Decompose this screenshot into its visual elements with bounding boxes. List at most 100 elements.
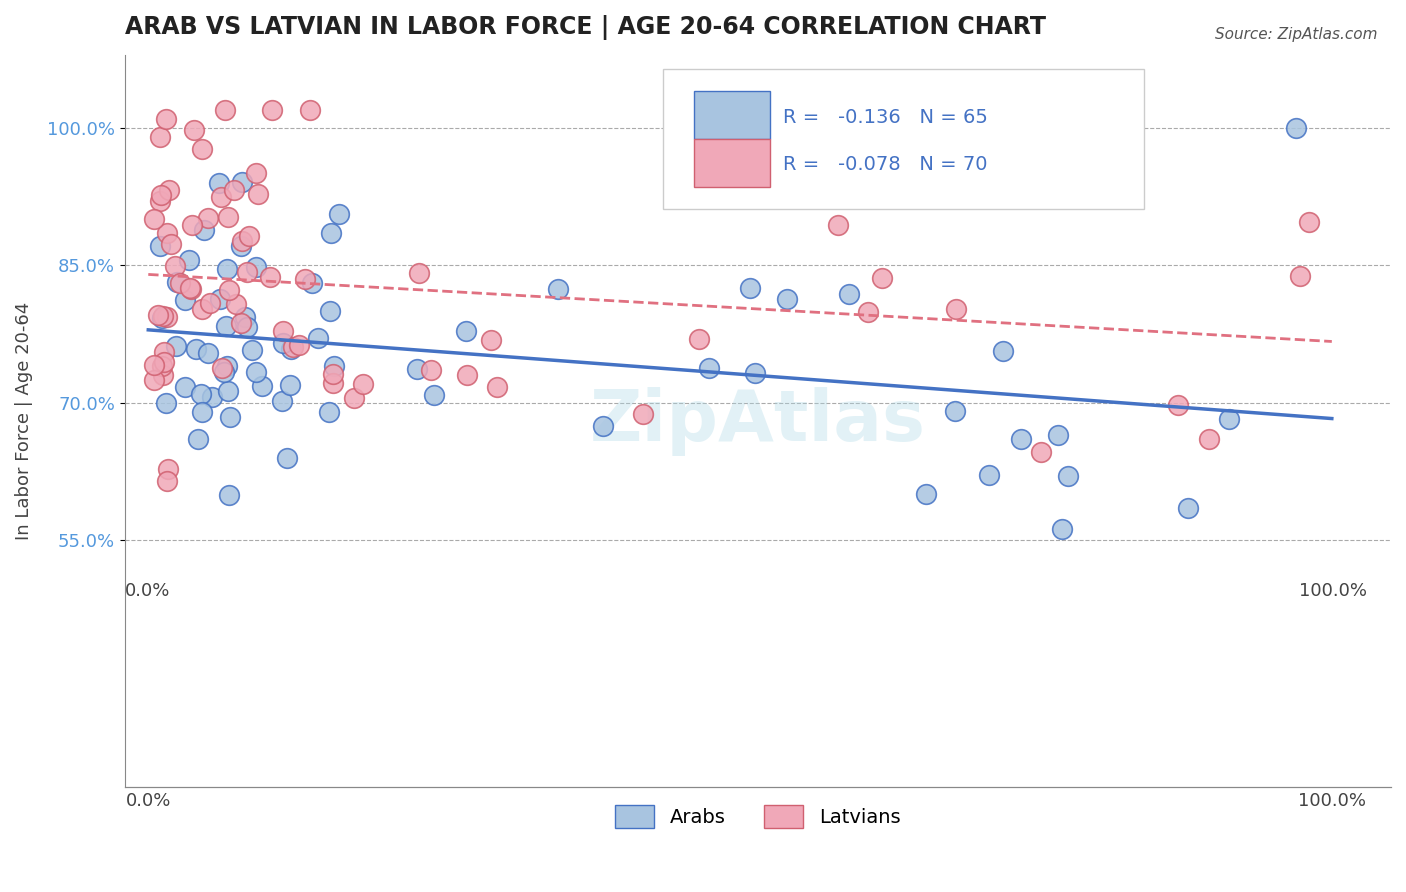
- Arabs: [1056, 469, 1078, 483]
- Latvians: [299, 103, 322, 117]
- Arabs: [250, 379, 273, 393]
- Arabs: [191, 405, 214, 419]
- Arabs: [219, 410, 242, 425]
- Arabs: [187, 432, 209, 446]
- Arabs: [915, 487, 938, 501]
- Arabs: [456, 324, 478, 338]
- Latvians: [197, 211, 219, 226]
- Latvians: [870, 270, 893, 285]
- Latvians: [191, 301, 214, 316]
- Latvians: [262, 103, 284, 117]
- Arabs: [1046, 428, 1069, 442]
- Arabs: [318, 405, 340, 419]
- Arabs: [740, 281, 762, 295]
- Latvians: [688, 332, 710, 346]
- Latvians: [152, 368, 174, 382]
- Latvians: [180, 219, 202, 233]
- Text: ZipAtlas: ZipAtlas: [589, 386, 925, 456]
- Latvians: [408, 266, 430, 280]
- Latvians: [238, 228, 260, 243]
- Text: ARAB VS LATVIAN IN LABOR FORCE | AGE 20-64 CORRELATION CHART: ARAB VS LATVIAN IN LABOR FORCE | AGE 20-…: [125, 15, 1046, 40]
- Arabs: [201, 391, 224, 405]
- Arabs: [245, 260, 267, 274]
- Latvians: [343, 392, 366, 406]
- Latvians: [1288, 269, 1310, 284]
- Arabs: [165, 338, 187, 352]
- Latvians: [456, 368, 478, 382]
- Text: 100.0%: 100.0%: [1299, 582, 1367, 600]
- Arabs: [166, 275, 188, 289]
- Latvians: [217, 211, 239, 225]
- Latvians: [479, 333, 502, 347]
- Latvians: [152, 344, 174, 359]
- Arabs: [776, 292, 799, 306]
- Arabs: [174, 293, 197, 307]
- Arabs: [406, 362, 429, 376]
- Latvians: [143, 212, 166, 227]
- Legend: Arabs, Latvians: Arabs, Latvians: [607, 797, 908, 836]
- Arabs: [179, 253, 201, 268]
- Latvians: [149, 130, 172, 145]
- Arabs: [209, 292, 232, 306]
- Arabs: [215, 319, 238, 334]
- Latvians: [235, 265, 257, 279]
- Arabs: [423, 388, 446, 402]
- Latvians: [156, 226, 179, 240]
- Latvians: [222, 184, 245, 198]
- Arabs: [149, 238, 172, 252]
- Arabs: [197, 346, 219, 360]
- Arabs: [214, 364, 236, 378]
- Latvians: [150, 359, 173, 373]
- FancyBboxPatch shape: [662, 70, 1144, 209]
- Latvians: [214, 103, 236, 117]
- Arabs: [280, 343, 302, 357]
- Arabs: [1177, 500, 1199, 515]
- Latvians: [143, 373, 166, 387]
- FancyBboxPatch shape: [695, 92, 770, 139]
- Arabs: [943, 404, 966, 418]
- Latvians: [159, 183, 181, 197]
- Latvians: [225, 297, 247, 311]
- Latvians: [287, 338, 309, 352]
- Latvians: [271, 324, 294, 338]
- Arabs: [592, 419, 614, 434]
- Latvians: [180, 282, 202, 296]
- Latvians: [163, 260, 186, 274]
- Latvians: [160, 236, 183, 251]
- Arabs: [217, 384, 239, 398]
- Latvians: [179, 281, 201, 295]
- Arabs: [977, 468, 1000, 483]
- Latvians: [1298, 214, 1320, 228]
- Latvians: [191, 142, 214, 156]
- Arabs: [278, 378, 301, 392]
- Latvians: [156, 462, 179, 476]
- Latvians: [485, 380, 508, 394]
- Arabs: [319, 304, 342, 318]
- Latvians: [231, 234, 253, 248]
- Arabs: [155, 395, 177, 409]
- Arabs: [150, 310, 173, 325]
- Arabs: [322, 359, 344, 373]
- Latvians: [419, 363, 441, 377]
- Latvians: [1031, 445, 1053, 459]
- Arabs: [1010, 432, 1032, 446]
- Arabs: [307, 331, 329, 345]
- Arabs: [217, 359, 239, 373]
- Latvians: [863, 103, 886, 117]
- Latvians: [218, 284, 240, 298]
- Arabs: [190, 387, 212, 401]
- Arabs: [301, 276, 323, 290]
- Latvians: [183, 122, 205, 136]
- Latvians: [153, 354, 176, 368]
- Latvians: [352, 376, 374, 391]
- Latvians: [283, 340, 305, 354]
- FancyBboxPatch shape: [695, 139, 770, 186]
- Latvians: [1198, 432, 1220, 446]
- Text: R =   -0.078   N = 70: R = -0.078 N = 70: [783, 155, 987, 174]
- Arabs: [231, 239, 253, 253]
- Text: 0.0%: 0.0%: [125, 582, 170, 600]
- Latvians: [209, 190, 232, 204]
- Latvians: [156, 310, 179, 324]
- Arabs: [240, 343, 263, 358]
- Latvians: [152, 310, 174, 324]
